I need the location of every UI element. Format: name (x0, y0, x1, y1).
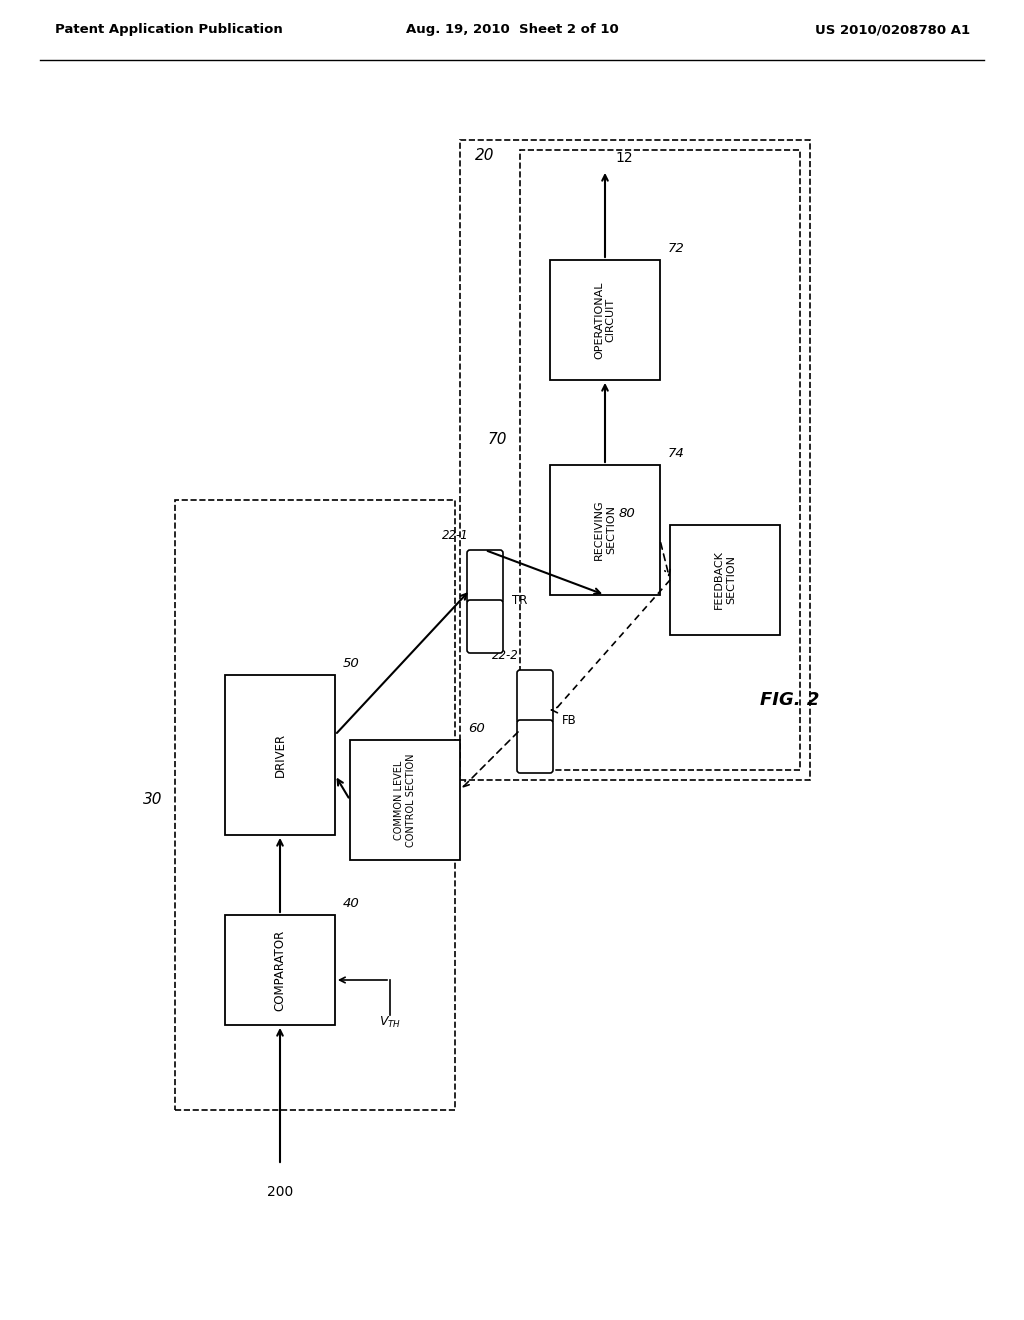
Bar (670, 525, 780, 635)
Text: 22-1: 22-1 (441, 529, 468, 543)
Text: 80: 80 (618, 507, 635, 520)
Text: Aug. 19, 2010  Sheet 2 of 10: Aug. 19, 2010 Sheet 2 of 10 (406, 24, 618, 37)
Text: DRIVER: DRIVER (273, 733, 287, 777)
Text: COMPARATOR: COMPARATOR (273, 929, 287, 1011)
Text: 72: 72 (668, 242, 685, 255)
FancyBboxPatch shape (517, 671, 553, 723)
Text: 20: 20 (475, 148, 495, 162)
Text: 30: 30 (142, 792, 162, 808)
Text: $V_{TH}$: $V_{TH}$ (379, 1015, 401, 1030)
Text: Patent Application Publication: Patent Application Publication (55, 24, 283, 37)
FancyBboxPatch shape (517, 719, 553, 774)
Text: 12: 12 (615, 150, 633, 165)
Bar (460, 140, 810, 780)
Bar (175, 500, 455, 1110)
Text: RECEIVING
SECTION: RECEIVING SECTION (594, 500, 615, 560)
Bar (550, 260, 660, 380)
Text: FB: FB (562, 714, 577, 726)
Bar (225, 675, 335, 836)
Text: 40: 40 (343, 898, 359, 909)
Text: FEEDBACK
SECTION: FEEDBACK SECTION (714, 550, 736, 610)
Text: 22-2: 22-2 (492, 649, 518, 663)
Bar (350, 741, 460, 861)
FancyBboxPatch shape (467, 550, 503, 603)
FancyBboxPatch shape (467, 601, 503, 653)
Text: TR: TR (512, 594, 527, 606)
Text: OPERATIONAL
CIRCUIT: OPERATIONAL CIRCUIT (594, 281, 615, 359)
Text: US 2010/0208780 A1: US 2010/0208780 A1 (815, 24, 970, 37)
Text: COMMON LEVEL
CONTROL SECTION: COMMON LEVEL CONTROL SECTION (394, 754, 416, 846)
Bar (225, 915, 335, 1026)
Text: 74: 74 (668, 447, 685, 459)
Text: 60: 60 (468, 722, 484, 735)
Text: 50: 50 (343, 657, 359, 671)
Bar (550, 465, 660, 595)
Text: FIG. 2: FIG. 2 (760, 690, 819, 709)
Text: 200: 200 (267, 1185, 293, 1199)
Text: 70: 70 (487, 433, 507, 447)
Bar (520, 150, 800, 770)
